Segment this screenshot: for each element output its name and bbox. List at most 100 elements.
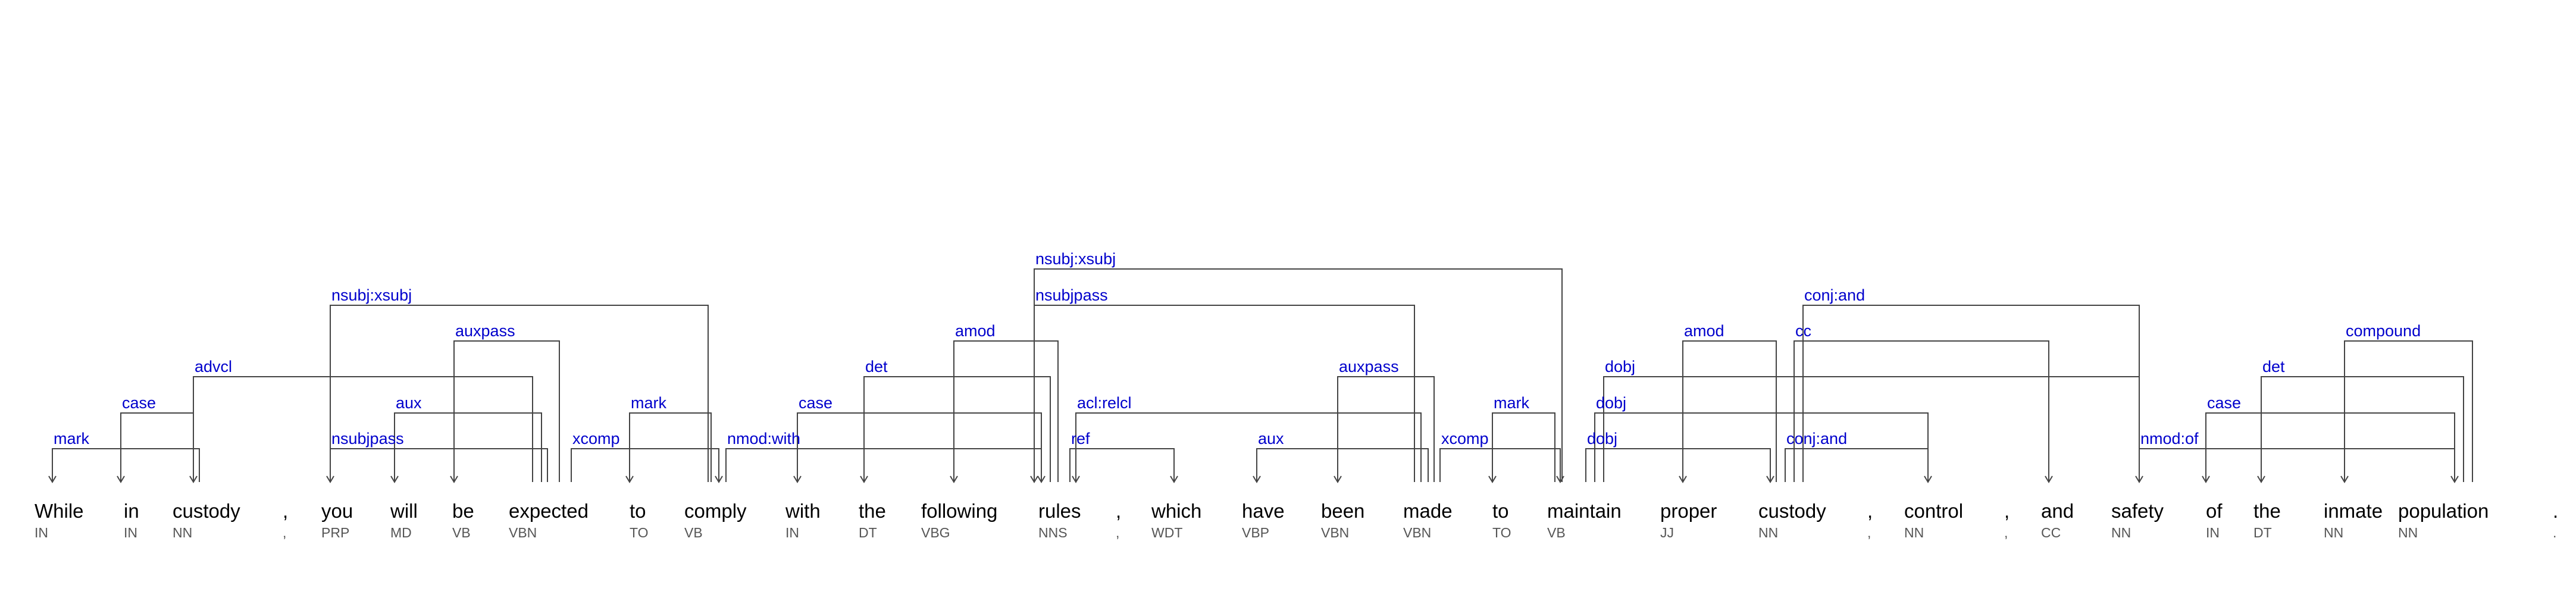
token-pos-tag: VBG (921, 525, 950, 540)
token-pos-tag: VB (1547, 525, 1566, 540)
token-pos-tag: WDT (1151, 525, 1182, 540)
token: to TO (1492, 500, 1511, 540)
arrowhead (1488, 475, 1497, 483)
dependency-label: aux (396, 394, 422, 412)
arrowhead (2045, 475, 2053, 483)
token-word: will (390, 500, 418, 522)
dependency-arc (193, 376, 533, 482)
token: the DT (859, 500, 886, 540)
token-pos-tag: VBN (1403, 525, 1431, 540)
dependency-arc (797, 412, 1042, 482)
dependency-arc (1069, 448, 1175, 482)
arrowhead (950, 475, 958, 483)
arrowhead (1679, 475, 1687, 483)
token-pos-tag: NN (1758, 525, 1778, 540)
dependency-arc (120, 412, 194, 482)
dependency-arc (453, 340, 560, 482)
token: expected VBN (509, 500, 589, 540)
dependency-label: mark (1494, 394, 1529, 412)
dependency-label: conj:and (1786, 430, 1847, 448)
token: safety NN (2111, 500, 2164, 540)
arrowhead (1170, 475, 1178, 483)
token-word: population (2398, 500, 2489, 522)
dependency-arc (330, 305, 709, 482)
dependency-label: nsubj:xsubj (331, 286, 412, 304)
dependency-arc (2139, 448, 2455, 482)
arrowhead (1556, 475, 1564, 483)
arrowhead (1072, 475, 1080, 483)
dependency-arc (1794, 340, 2049, 482)
token-word: the (2253, 500, 2281, 522)
token: and CC (2041, 500, 2074, 540)
dependency-label: amod (1684, 322, 1724, 340)
dependency-label: aux (1258, 430, 1284, 448)
token-pos-tag: NN (2398, 525, 2418, 540)
dependency-arc (953, 340, 1059, 482)
dependency-arc (394, 412, 542, 482)
token-pos-tag: NN (1904, 525, 1924, 540)
token: with IN (785, 500, 821, 540)
token-pos-tag: IN (35, 525, 48, 540)
token-word: , (1116, 500, 1121, 522)
dependency-arc (571, 448, 719, 482)
dependency-label: nsubjpass (1035, 286, 1108, 304)
token: will MD (390, 500, 418, 540)
token: ,, (283, 500, 288, 540)
dependency-arc (1682, 340, 1777, 482)
arrowhead (390, 475, 399, 483)
token-pos-tag: , (2004, 525, 2008, 540)
token-word: you (321, 500, 353, 522)
arrowhead (326, 475, 334, 483)
token: of IN (2206, 500, 2223, 540)
dependency-label: mark (54, 430, 89, 448)
token-word: and (2041, 500, 2074, 522)
token: rules NNS (1038, 500, 1081, 540)
dependency-arc (1585, 448, 1771, 482)
token-pos-tag: JJ (1660, 525, 1674, 540)
token-pos-tag: VBN (509, 525, 537, 540)
token: following VBG (921, 500, 997, 540)
dependency-arc (330, 448, 548, 482)
arrowhead (715, 475, 723, 483)
token-word: While (35, 500, 84, 522)
token-pos-tag: VBN (1321, 525, 1349, 540)
arrowhead (1766, 475, 1774, 483)
token: control NN (1904, 500, 1963, 540)
dependency-label: nsubj:xsubj (1035, 250, 1116, 268)
token-pos-tag: NN (173, 525, 192, 540)
token-word: inmate (2324, 500, 2383, 522)
dependency-label: det (2262, 358, 2285, 376)
dependency-arc (1256, 448, 1429, 482)
token-word: of (2206, 500, 2223, 522)
dependency-label: det (865, 358, 888, 376)
dependency-label: conj:and (1804, 286, 1865, 304)
token-pos-tag: VB (684, 525, 703, 540)
token-word: which (1151, 500, 1201, 522)
arrowhead (1253, 475, 1261, 483)
dependency-arc (1337, 376, 1435, 482)
dependency-arc (629, 412, 712, 482)
token-word: have (1242, 500, 1285, 522)
dependency-arc (1439, 448, 1561, 482)
token: have VBP (1242, 500, 1285, 540)
token-word: comply (684, 500, 747, 522)
token: the DT (2253, 500, 2281, 540)
arrowhead (1037, 475, 1046, 483)
token: to TO (630, 500, 649, 540)
dependency-label: case (799, 394, 832, 412)
token: ,, (1116, 500, 1121, 540)
arrowhead (189, 475, 198, 483)
dependency-arc (1594, 412, 1929, 482)
token: in IN (124, 500, 139, 540)
dependency-label: nmod:of (2140, 430, 2199, 448)
token-word: custody (173, 500, 240, 522)
token-word: following (921, 500, 997, 522)
token-word: , (2004, 500, 2010, 522)
token: made VBN (1403, 500, 1453, 540)
arrowhead (117, 475, 125, 483)
token-pos-tag: VB (452, 525, 471, 540)
arrowhead (2135, 475, 2143, 483)
token-word: to (1492, 500, 1509, 522)
dependency-label: mark (631, 394, 666, 412)
